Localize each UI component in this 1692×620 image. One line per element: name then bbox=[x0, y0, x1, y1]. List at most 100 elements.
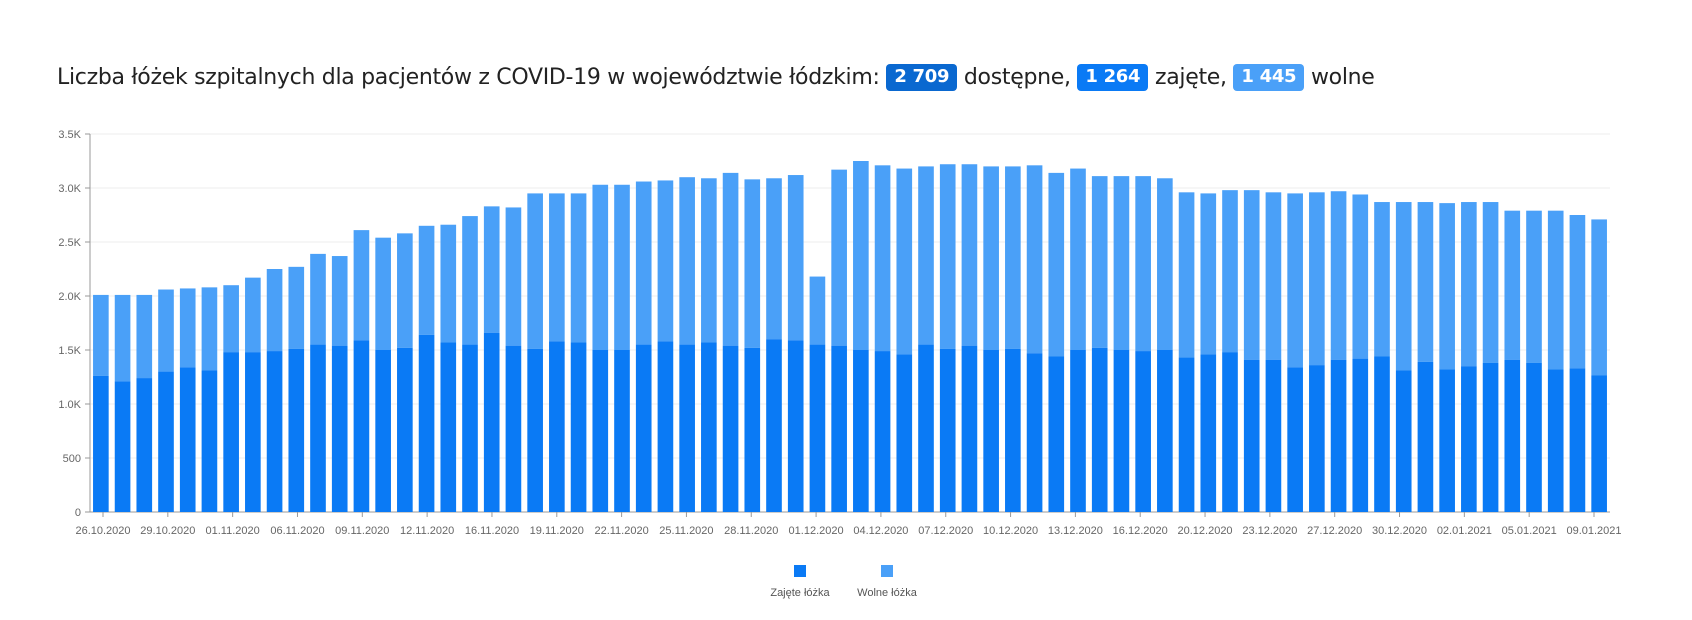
bar-occupied bbox=[1570, 368, 1586, 512]
bar-free bbox=[1570, 215, 1586, 368]
bar-occupied bbox=[853, 350, 869, 512]
bar-free bbox=[202, 287, 218, 370]
bar-free bbox=[158, 290, 174, 372]
bar-occupied bbox=[636, 345, 652, 512]
bar-occupied bbox=[1483, 363, 1499, 512]
bar-occupied bbox=[766, 339, 782, 512]
bar-occupied bbox=[831, 346, 847, 512]
legend-swatch bbox=[794, 565, 806, 577]
bar-free bbox=[1114, 176, 1130, 350]
bar-free bbox=[1591, 219, 1607, 375]
bar-free bbox=[267, 269, 283, 351]
y-tick-label: 500 bbox=[63, 453, 81, 465]
bar-free bbox=[1222, 190, 1238, 352]
bar-free bbox=[115, 295, 131, 381]
bar-free bbox=[614, 185, 630, 350]
bar-occupied bbox=[896, 354, 912, 512]
bar-free bbox=[354, 230, 370, 340]
bar-free bbox=[571, 193, 587, 342]
x-tick-label: 09.11.2020 bbox=[335, 525, 389, 537]
y-tick-label: 3.0K bbox=[58, 183, 81, 195]
bar-occupied bbox=[1418, 362, 1434, 512]
x-tick-label: 29.10.2020 bbox=[140, 525, 195, 537]
bar-free bbox=[1287, 193, 1303, 367]
bar-occupied bbox=[419, 335, 435, 512]
bar-occupied bbox=[788, 340, 804, 512]
bar-occupied bbox=[1157, 350, 1173, 512]
bar-free bbox=[962, 164, 978, 345]
bar-occupied bbox=[1548, 369, 1564, 512]
bar-free bbox=[506, 207, 522, 345]
bar-free bbox=[484, 206, 500, 332]
bar-free bbox=[136, 295, 152, 378]
y-tick-label: 1.5K bbox=[58, 345, 81, 357]
x-tick-label: 26.10.2020 bbox=[75, 525, 130, 537]
bar-occupied bbox=[940, 349, 956, 512]
bar-occupied bbox=[354, 340, 370, 512]
bar-free bbox=[810, 277, 826, 345]
bar-free bbox=[1005, 166, 1021, 349]
x-tick-label: 25.11.2020 bbox=[659, 525, 713, 537]
bar-free bbox=[1048, 173, 1064, 357]
bar-occupied bbox=[1135, 351, 1151, 512]
bar-free bbox=[310, 254, 326, 345]
bar-free bbox=[896, 169, 912, 355]
x-tick-label: 09.01.2021 bbox=[1566, 525, 1621, 537]
bar-occupied bbox=[136, 378, 152, 512]
bar-free bbox=[658, 180, 674, 341]
bar-occupied bbox=[1092, 348, 1108, 512]
bar-free bbox=[940, 164, 956, 349]
bar-occupied bbox=[701, 342, 717, 512]
bar-occupied bbox=[440, 342, 456, 512]
x-tick-label: 16.11.2020 bbox=[465, 525, 519, 537]
bar-free bbox=[788, 175, 804, 340]
bar-free bbox=[875, 165, 891, 351]
legend-swatch bbox=[881, 565, 893, 577]
bar-occupied bbox=[375, 350, 391, 512]
x-tick-label: 10.12.2020 bbox=[983, 525, 1038, 537]
bar-occupied bbox=[462, 345, 478, 512]
bar-free bbox=[440, 225, 456, 343]
bar-occupied bbox=[1005, 349, 1021, 512]
bar-free bbox=[918, 166, 934, 344]
bar-occupied bbox=[180, 367, 196, 512]
legend-label: Zajęte łóżka bbox=[770, 587, 830, 599]
bar-free bbox=[462, 216, 478, 345]
bar-occupied bbox=[1526, 363, 1542, 512]
bar-free bbox=[1352, 194, 1368, 358]
bar-free bbox=[1070, 169, 1086, 350]
bar-occupied bbox=[1179, 358, 1195, 512]
bar-free bbox=[1027, 165, 1043, 353]
x-tick-label: 07.12.2020 bbox=[918, 525, 973, 537]
bar-free bbox=[701, 178, 717, 342]
y-tick-label: 2.0K bbox=[58, 291, 81, 303]
bar-free bbox=[180, 288, 196, 367]
y-tick-label: 1.0K bbox=[58, 399, 81, 411]
bar-occupied bbox=[658, 341, 674, 512]
bar-occupied bbox=[1591, 375, 1607, 512]
bar-occupied bbox=[571, 342, 587, 512]
bar-occupied bbox=[1461, 366, 1477, 512]
bar-occupied bbox=[93, 376, 109, 512]
bar-free bbox=[1331, 191, 1347, 359]
bar-free bbox=[245, 278, 261, 353]
bar-occupied bbox=[1048, 356, 1064, 512]
bar-free bbox=[1374, 202, 1390, 356]
bar-occupied bbox=[506, 346, 522, 512]
bar-occupied bbox=[202, 371, 218, 512]
x-tick-label: 02.01.2021 bbox=[1437, 525, 1492, 537]
x-tick-label: 12.11.2020 bbox=[400, 525, 454, 537]
legend-label: Wolne łóżka bbox=[857, 587, 918, 599]
bar-free bbox=[1200, 193, 1216, 354]
bar-free bbox=[1179, 192, 1195, 357]
bar-occupied bbox=[115, 381, 131, 512]
bar-free bbox=[1461, 202, 1477, 366]
x-tick-label: 13.12.2020 bbox=[1048, 525, 1103, 537]
bar-free bbox=[592, 185, 608, 350]
bar-occupied bbox=[1027, 353, 1043, 512]
bar-occupied bbox=[288, 349, 304, 512]
bar-occupied bbox=[723, 346, 739, 512]
bar-free bbox=[332, 256, 348, 346]
bar-occupied bbox=[549, 341, 565, 512]
